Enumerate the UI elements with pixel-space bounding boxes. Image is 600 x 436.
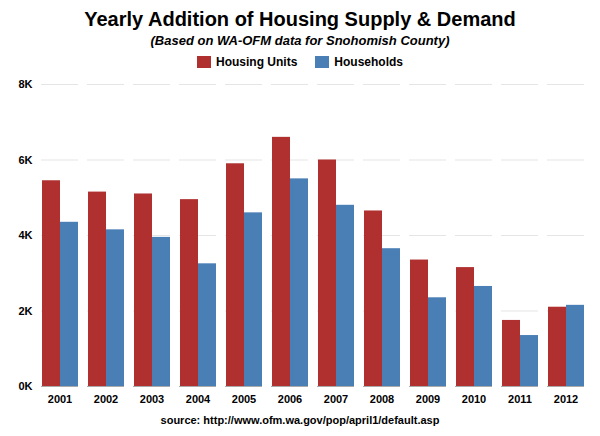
svg-text:2007: 2007	[324, 393, 348, 405]
svg-text:4K: 4K	[18, 229, 32, 241]
svg-text:8K: 8K	[18, 78, 32, 90]
svg-text:2009: 2009	[416, 393, 440, 405]
svg-text:2012: 2012	[554, 393, 578, 405]
svg-text:2010: 2010	[462, 393, 486, 405]
svg-text:2011: 2011	[508, 393, 532, 405]
svg-text:6K: 6K	[18, 154, 32, 166]
svg-text:2004: 2004	[186, 393, 211, 405]
svg-text:2006: 2006	[278, 393, 302, 405]
html-text:Yearly Addition of Housing Sup: Yearly Addition of Housing Supply & Dema…	[84, 8, 516, 30]
html-text:Households: Households	[334, 55, 403, 69]
html-text:source: http://www.ofm.wa.gov/: source: http://www.ofm.wa.gov/pop/april1…	[160, 414, 440, 426]
svg-text:2003: 2003	[140, 393, 164, 405]
svg-text:2K: 2K	[18, 305, 32, 317]
html-text:Housing Units: Housing Units	[216, 55, 298, 69]
svg-text:2008: 2008	[370, 393, 394, 405]
svg-text:0K: 0K	[18, 380, 32, 392]
html-text:(Based on WA-OFM data for Snoh: (Based on WA-OFM data for Snohomish Coun…	[150, 33, 450, 48]
svg-text:2001: 2001	[48, 393, 72, 405]
svg-text:2002: 2002	[94, 393, 118, 405]
svg-text:2005: 2005	[232, 393, 256, 405]
